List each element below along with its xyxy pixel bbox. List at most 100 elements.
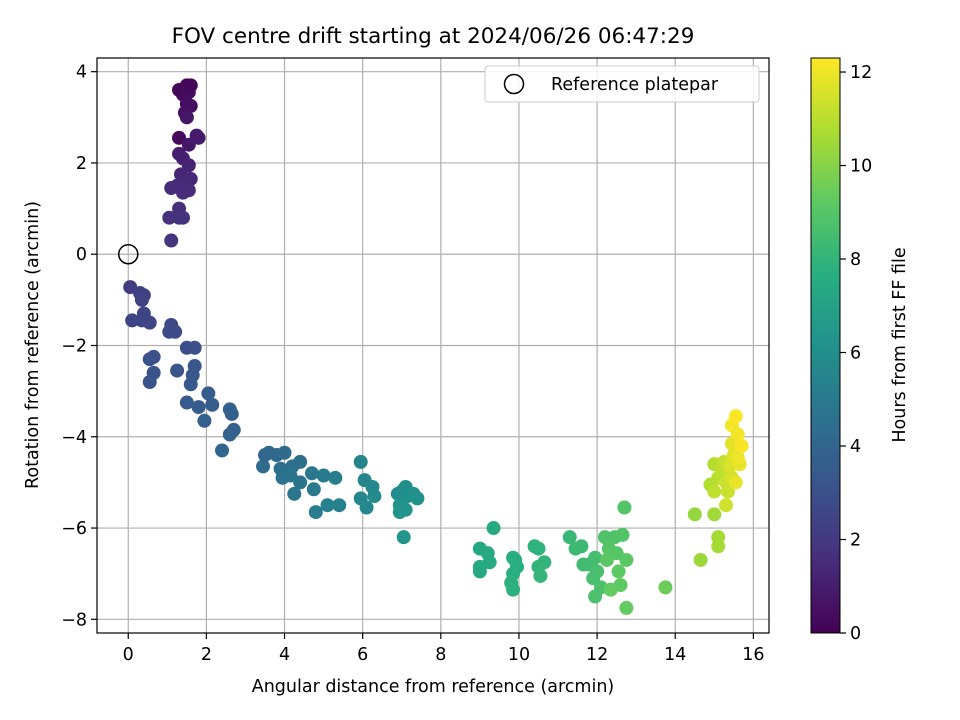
scatter-point <box>367 489 382 504</box>
x-tick-label: 4 <box>279 645 290 665</box>
scatter-point <box>353 454 368 469</box>
y-tick-label: −2 <box>61 337 87 357</box>
scatter-point <box>603 582 618 597</box>
scatter-point <box>205 397 220 412</box>
legend-marker-icon <box>503 73 525 95</box>
scatter-point <box>599 552 614 567</box>
scatter-point <box>734 438 749 453</box>
scatter-point <box>226 422 241 437</box>
legend-entry: Reference platepar <box>551 75 719 95</box>
legend: Reference platepar <box>484 65 760 103</box>
scatter-point <box>410 491 425 506</box>
scatter-point <box>693 552 708 567</box>
scatter-point <box>201 386 216 401</box>
scatter-point <box>711 539 726 554</box>
colorbar-label: Hours from first FF file <box>890 247 910 442</box>
scatter-point <box>179 395 194 410</box>
scatter-point <box>183 78 198 93</box>
scatter-point <box>256 459 271 474</box>
y-tick-label: −6 <box>61 519 87 539</box>
scatter-point <box>308 505 323 520</box>
scatter-point <box>283 468 298 483</box>
scatter-point <box>162 324 177 339</box>
scatter-point <box>359 500 374 515</box>
scatter-point <box>189 128 204 143</box>
scatter-point <box>134 292 149 307</box>
scatter-point <box>224 406 239 421</box>
colorbar-tick-label: 4 <box>850 437 861 457</box>
scatter-point <box>609 546 624 561</box>
scatter-point <box>181 183 196 198</box>
scatter-point <box>720 484 735 499</box>
scatter-point <box>277 445 292 460</box>
scatter-point <box>328 470 343 485</box>
colorbar-ticks: 0 2 4 6 8 10 12 <box>840 63 872 644</box>
scatter-point <box>320 498 335 513</box>
scatter-point <box>293 454 308 469</box>
x-tick-label: 0 <box>123 645 134 665</box>
scatter-point <box>304 466 319 481</box>
scatter-point <box>136 306 151 321</box>
scatter-point <box>191 400 206 415</box>
x-tick-label: 12 <box>586 645 608 665</box>
scatter-point <box>172 130 187 145</box>
scatter-point <box>396 530 411 545</box>
scatter-point <box>392 505 407 520</box>
colorbar-tick-label: 0 <box>850 624 861 644</box>
y-tick-label: 4 <box>76 63 87 83</box>
scatter-point <box>183 377 198 392</box>
x-tick-label: 10 <box>508 645 530 665</box>
reference-point <box>118 243 139 265</box>
scatter-point <box>611 564 626 579</box>
colorbar-tick-label: 8 <box>850 250 861 270</box>
legend-box <box>484 65 760 103</box>
scatter-point <box>215 443 230 458</box>
scatter-point <box>728 475 743 490</box>
colorbar: 0 2 4 6 8 10 12 Hours from first FF file <box>810 57 910 644</box>
scatter-point <box>170 363 185 378</box>
scatter-point <box>588 550 603 565</box>
grid-lines <box>97 58 769 633</box>
scatter-point <box>619 552 634 567</box>
y-tick-label: 0 <box>76 245 87 265</box>
y-axis-ticks: −8 −6 −4 −2 0 2 4 <box>61 63 97 630</box>
colorbar-tick-label: 2 <box>850 531 861 551</box>
scatter-point <box>574 539 589 554</box>
colorbar-tick-label: 6 <box>850 344 861 364</box>
scatter-point <box>531 541 546 556</box>
scatter-point <box>533 568 548 583</box>
x-tick-label: 14 <box>664 645 686 665</box>
scatter-point <box>719 498 734 513</box>
y-tick-label: −8 <box>61 610 87 630</box>
scatter-point <box>506 582 521 597</box>
reference-marker <box>118 243 139 265</box>
scatter-point <box>586 571 601 586</box>
scatter-point <box>707 484 722 499</box>
y-tick-label: 2 <box>76 154 87 174</box>
scatter-point <box>658 580 673 595</box>
scatter-point <box>179 110 194 125</box>
scatter-point <box>316 468 331 483</box>
scatter-point <box>187 340 202 355</box>
scatter-point <box>164 233 179 248</box>
chart-title: FOV centre drift starting at 2024/06/26 … <box>172 24 695 49</box>
scatter-point <box>181 158 196 173</box>
scatter-point <box>730 450 745 465</box>
scatter-point <box>728 409 743 424</box>
colorbar-gradient <box>810 57 841 634</box>
scatter-point <box>562 530 577 545</box>
data-points <box>123 78 749 615</box>
scatter-point <box>687 507 702 522</box>
scatter-point <box>142 375 157 390</box>
colorbar-tick-label: 10 <box>850 157 872 177</box>
scatter-point <box>472 564 487 579</box>
x-axis-ticks: 0 2 4 6 8 10 12 14 16 <box>123 633 765 665</box>
scatter-point <box>486 521 501 536</box>
scatter-point <box>615 527 630 542</box>
x-tick-label: 6 <box>357 645 368 665</box>
scatter-point <box>730 427 745 442</box>
x-tick-label: 2 <box>201 645 212 665</box>
scatter-point <box>332 498 347 513</box>
scatter-point <box>619 600 634 615</box>
